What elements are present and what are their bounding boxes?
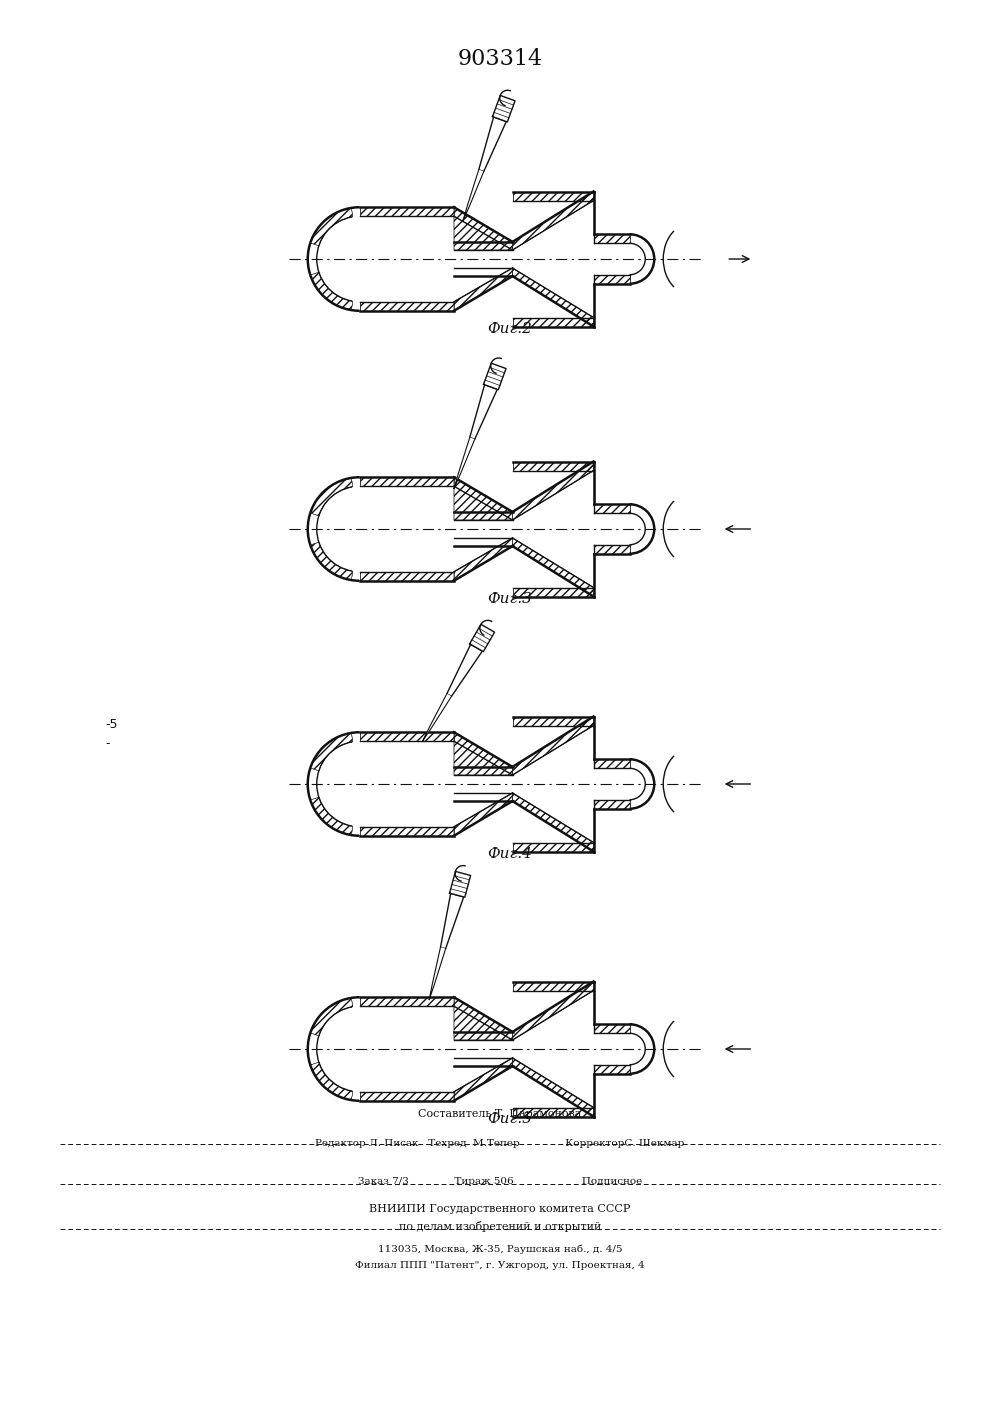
Polygon shape (319, 707, 654, 861)
Text: по делам изобретений и открытий: по делам изобретений и открытий (399, 1220, 601, 1232)
Polygon shape (594, 544, 630, 554)
Text: -5: -5 (105, 717, 118, 731)
Polygon shape (450, 871, 471, 898)
Polygon shape (310, 478, 353, 516)
Text: Фиг.3: Фиг.3 (488, 591, 532, 605)
Polygon shape (512, 717, 594, 725)
Text: Редактор Л. Писак   Техред  М.Тепер              КорректорС. Шекмар: Редактор Л. Писак Техред М.Тепер Коррект… (315, 1140, 685, 1148)
Polygon shape (360, 827, 454, 836)
Polygon shape (594, 800, 630, 809)
Polygon shape (360, 478, 454, 486)
Polygon shape (360, 301, 454, 311)
Polygon shape (512, 461, 594, 520)
Polygon shape (454, 269, 512, 311)
Text: Составитель Т. Парамонова: Составитель Т. Парамонова (418, 1109, 582, 1118)
Polygon shape (454, 793, 512, 836)
Polygon shape (454, 997, 512, 1041)
Polygon shape (594, 1065, 630, 1073)
Text: Фиг.4: Фиг.4 (488, 847, 532, 861)
Text: 113035, Москва, Ж-35, Раушская наб., д. 4/5: 113035, Москва, Ж-35, Раушская наб., д. … (378, 1244, 622, 1254)
Polygon shape (512, 318, 594, 327)
Polygon shape (512, 191, 594, 250)
Polygon shape (512, 537, 594, 597)
Polygon shape (429, 946, 446, 1000)
Polygon shape (310, 542, 353, 580)
Polygon shape (310, 273, 353, 310)
Polygon shape (484, 363, 506, 390)
Polygon shape (454, 208, 512, 250)
Polygon shape (512, 981, 594, 1041)
Polygon shape (512, 843, 594, 851)
Polygon shape (360, 571, 454, 581)
Polygon shape (470, 625, 495, 652)
Text: 903314: 903314 (457, 48, 543, 71)
Polygon shape (447, 645, 482, 696)
Polygon shape (512, 587, 594, 597)
Polygon shape (310, 732, 353, 771)
Polygon shape (463, 170, 484, 221)
Polygon shape (512, 191, 594, 201)
Polygon shape (319, 451, 654, 607)
Polygon shape (512, 717, 594, 775)
Polygon shape (310, 1062, 353, 1100)
Text: Фиг.2: Фиг.2 (488, 322, 532, 335)
Polygon shape (594, 235, 630, 243)
Polygon shape (512, 461, 594, 471)
Polygon shape (594, 274, 630, 284)
Polygon shape (310, 998, 353, 1036)
Polygon shape (319, 181, 654, 337)
Polygon shape (360, 732, 454, 741)
Polygon shape (454, 437, 475, 488)
Polygon shape (594, 1024, 630, 1034)
Polygon shape (594, 759, 630, 768)
Polygon shape (493, 95, 515, 122)
Polygon shape (319, 971, 654, 1127)
Polygon shape (512, 1058, 594, 1117)
Polygon shape (512, 269, 594, 327)
Polygon shape (360, 997, 454, 1007)
Polygon shape (454, 732, 512, 775)
Polygon shape (310, 208, 353, 246)
Text: -: - (105, 738, 110, 751)
Text: Филиал ППП "Патент", г. Ужгород, ул. Проектная, 4: Филиал ППП "Патент", г. Ужгород, ул. Про… (355, 1261, 645, 1271)
Polygon shape (422, 693, 452, 741)
Text: ВНИИПИ Государственного комитета СССР: ВНИИПИ Государственного комитета СССР (369, 1203, 631, 1215)
Polygon shape (479, 117, 506, 171)
Polygon shape (470, 385, 497, 438)
Polygon shape (594, 505, 630, 513)
Polygon shape (512, 981, 594, 990)
Polygon shape (310, 797, 353, 836)
Polygon shape (441, 894, 464, 947)
Polygon shape (360, 208, 454, 216)
Polygon shape (512, 793, 594, 851)
Text: Заказ 7/3              Тираж 506                     Подписное: Заказ 7/3 Тираж 506 Подписное (358, 1178, 642, 1186)
Text: Фиг.5: Фиг.5 (488, 1111, 532, 1126)
Polygon shape (454, 537, 512, 581)
Polygon shape (454, 1058, 512, 1100)
Polygon shape (512, 1107, 594, 1117)
Polygon shape (360, 1092, 454, 1100)
Polygon shape (454, 478, 512, 520)
